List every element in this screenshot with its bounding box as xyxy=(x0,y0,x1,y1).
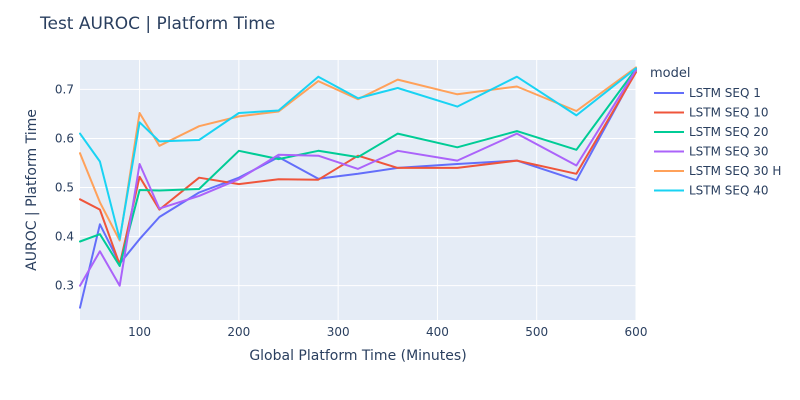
y-tick-label: 0.3 xyxy=(55,279,74,293)
legend-item-lstm-seq-30[interactable]: LSTM SEQ 30 xyxy=(654,145,769,159)
x-tick-label: 500 xyxy=(525,325,548,339)
legend-item-lstm-seq-30-h[interactable]: LSTM SEQ 30 H xyxy=(654,164,781,178)
legend-title: model xyxy=(650,66,690,81)
chart-title: Test AUROC | Platform Time xyxy=(39,14,275,34)
series-line-lstm-seq-40[interactable] xyxy=(79,67,637,241)
series-lines xyxy=(79,66,637,309)
y-tick-label: 0.6 xyxy=(55,131,74,145)
x-tick-label: 600 xyxy=(625,325,648,339)
x-tick-label: 100 xyxy=(128,325,151,339)
y-axis-title: AUROC | Platform Time xyxy=(24,109,40,271)
legend-item-lstm-seq-40[interactable]: LSTM SEQ 40 xyxy=(654,184,769,198)
legend-label: LSTM SEQ 30 xyxy=(689,145,769,159)
legend-label: LSTM SEQ 30 H xyxy=(689,164,781,178)
legend[interactable]: model LSTM SEQ 1 LSTM SEQ 10 LSTM SEQ 20 LS… xyxy=(650,66,781,198)
y-tick-label: 0.7 xyxy=(55,82,74,96)
x-tick-label: 400 xyxy=(426,325,449,339)
legend-label: LSTM SEQ 10 xyxy=(689,106,769,120)
series-line-lstm-seq-30[interactable] xyxy=(79,68,637,287)
axis-ticks: 100 200 300 400 500 600 0.3 0.4 0.5 0.6 0.7 xyxy=(55,82,648,339)
y-tick-label: 0.5 xyxy=(55,181,74,195)
legend-item-lstm-seq-1[interactable]: LSTM SEQ 1 xyxy=(654,86,761,100)
legend-item-lstm-seq-20[interactable]: LSTM SEQ 20 xyxy=(654,125,769,139)
x-tick-label: 300 xyxy=(327,325,350,339)
legend-label: LSTM SEQ 20 xyxy=(689,125,769,139)
y-tick-label: 0.4 xyxy=(55,230,74,244)
legend-label: LSTM SEQ 1 xyxy=(689,86,761,100)
legend-label: LSTM SEQ 40 xyxy=(689,184,769,198)
series-line-lstm-seq-10[interactable] xyxy=(79,71,637,266)
x-axis-title: Global Platform Time (Minutes) xyxy=(249,348,466,364)
x-tick-label: 200 xyxy=(227,325,250,339)
legend-item-lstm-seq-10[interactable]: LSTM SEQ 10 xyxy=(654,106,769,120)
series-line-lstm-seq-1[interactable] xyxy=(79,69,637,309)
